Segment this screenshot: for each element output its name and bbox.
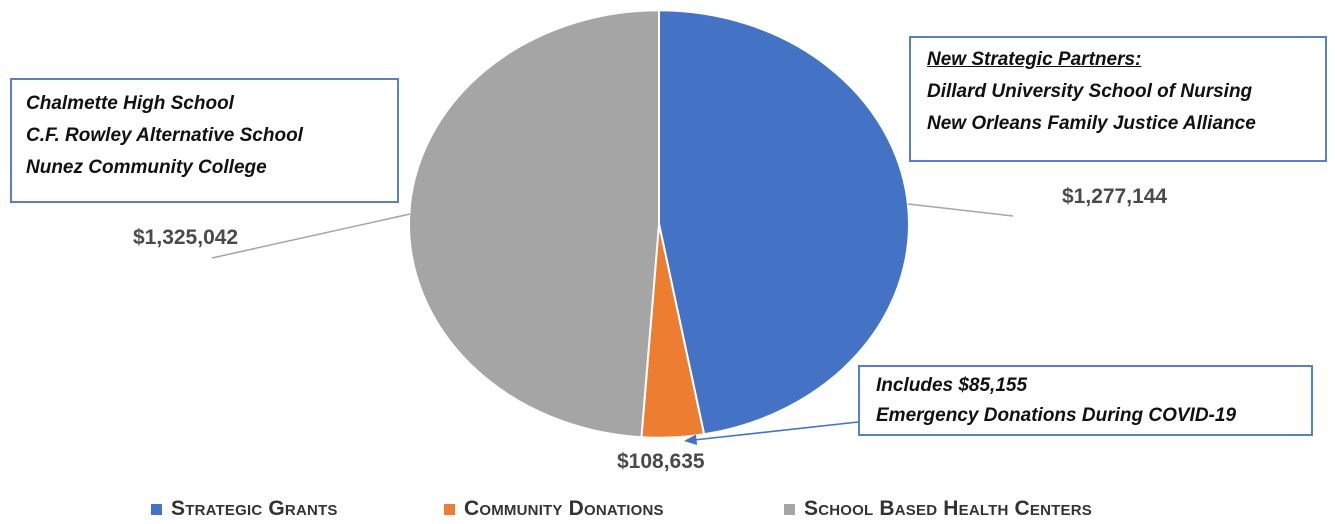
callout-line: Emergency Donations During COVID-19: [876, 405, 1237, 426]
legend-label: School Based Health Centers: [804, 497, 1092, 520]
data-label-strategic-grants: $1,277,144: [1062, 185, 1168, 208]
leader-line-strategic-grants: [907, 203, 1014, 217]
legend-swatch: [151, 503, 162, 515]
callout-title: New Strategic Partners:: [927, 49, 1142, 70]
callout-line: Includes $85,155: [876, 375, 1028, 396]
callout-line: Nunez Community College: [26, 157, 267, 178]
callout-line: Dillard University School of Nursing: [927, 81, 1253, 102]
data-label-community-donations: $108,635: [617, 450, 705, 473]
legend-swatch: [784, 503, 795, 515]
legend-label: Community Donations: [464, 497, 664, 520]
pie-slice-strategic-grants: [658, 9, 910, 436]
data-label-sbhc: $1,325,042: [133, 226, 239, 249]
covid-arrow: [684, 421, 859, 445]
strategic-partners-callout: New Strategic Partners: Dillard Universi…: [909, 36, 1327, 162]
legend-item-community-donations: Community Donations: [444, 496, 664, 522]
legend-item-school-based-health-centers: School Based Health Centers: [784, 496, 1092, 522]
legend-label: Strategic Grants: [171, 497, 338, 520]
legend-item-strategic-grants: Strategic Grants: [151, 496, 338, 522]
leader-line-sbhc: [211, 213, 411, 259]
chart-legend: Strategic Grants Community Donations Sch…: [0, 496, 1335, 522]
pie-slice-school-based-health-centers: [408, 9, 660, 439]
sbhc-schools-callout: Chalmette High School C.F. Rowley Altern…: [10, 78, 399, 203]
callout-line: New Orleans Family Justice Alliance: [927, 113, 1256, 134]
callout-line: Chalmette High School: [26, 93, 234, 114]
callout-line: C.F. Rowley Alternative School: [26, 125, 303, 146]
covid-donations-callout: Includes $85,155 Emergency Donations Dur…: [858, 365, 1313, 436]
legend-swatch: [444, 503, 455, 515]
